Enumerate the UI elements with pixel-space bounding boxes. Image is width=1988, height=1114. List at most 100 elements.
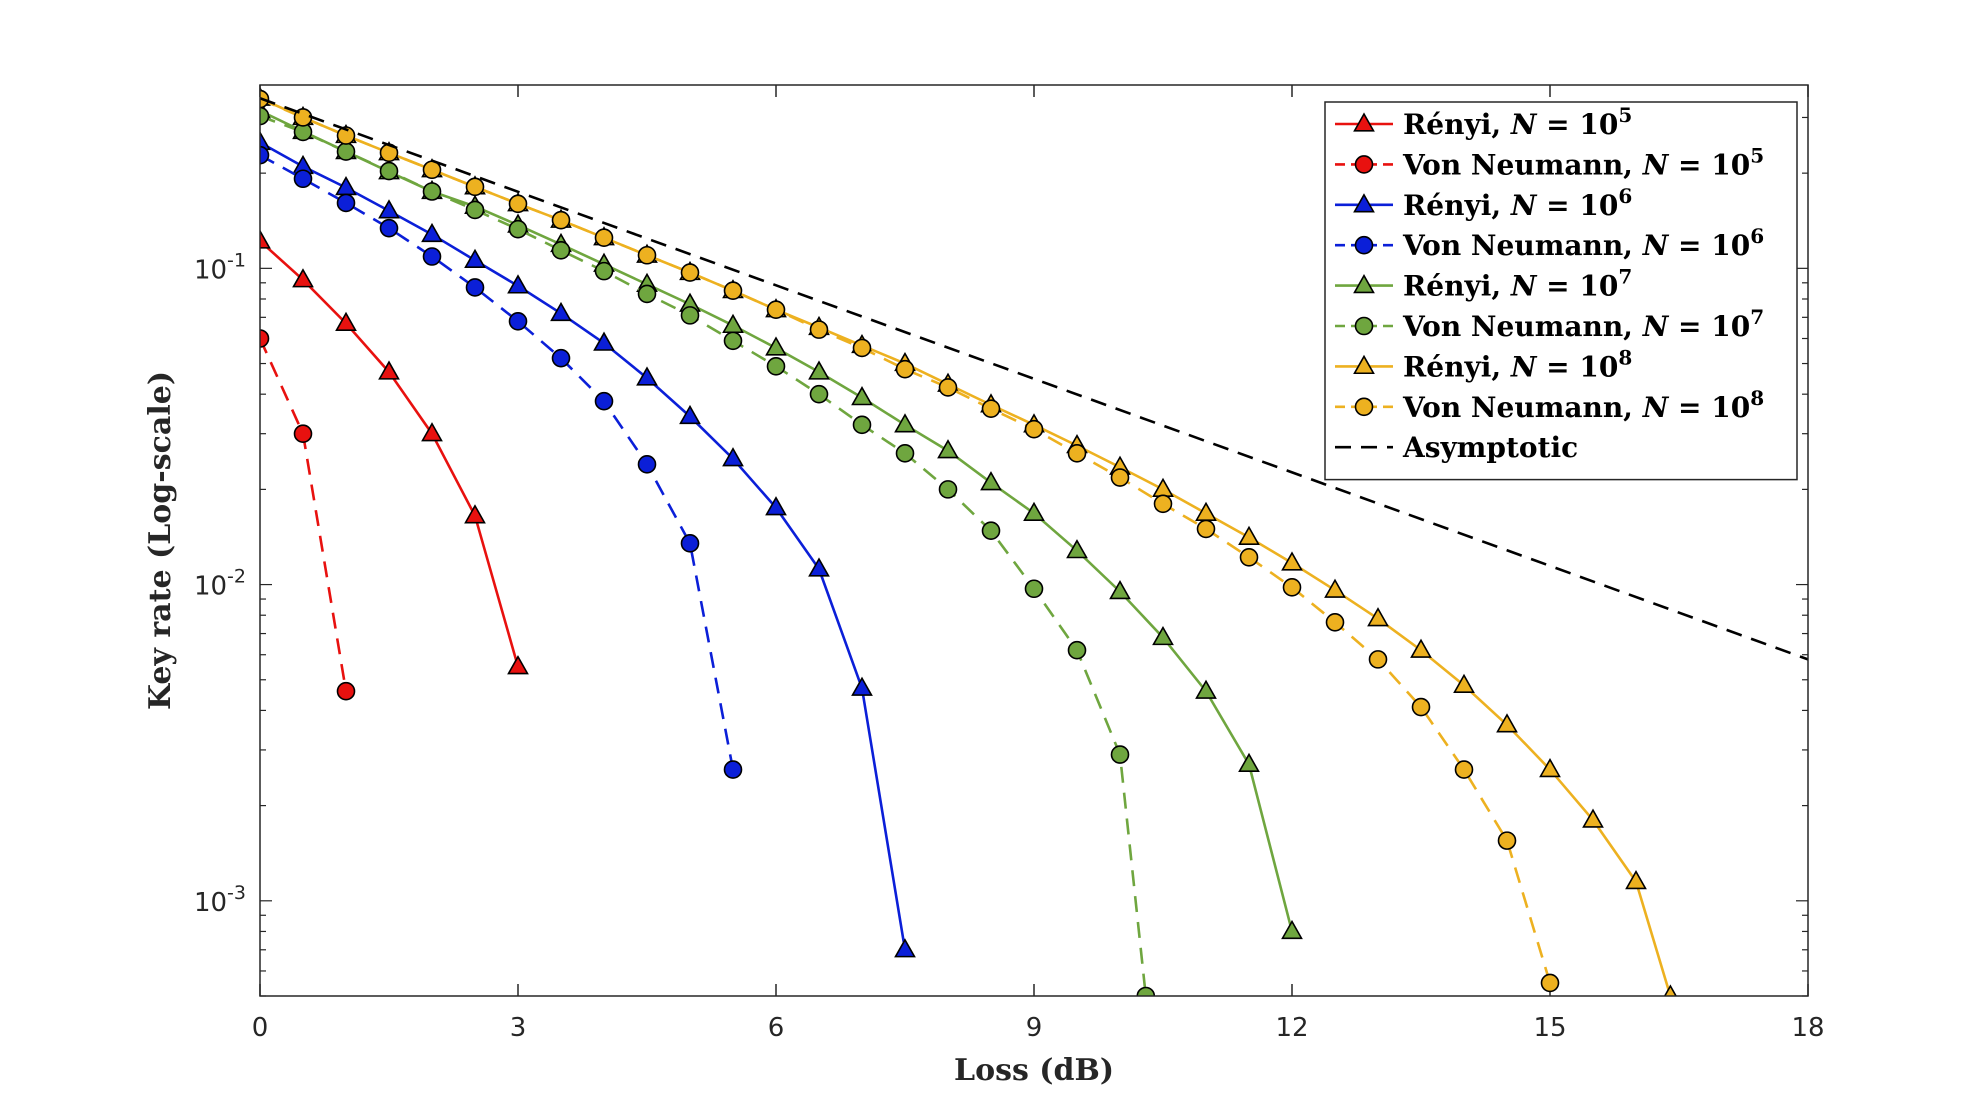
data-point xyxy=(1454,760,1474,779)
legend-item-8: Asymptotic xyxy=(1335,431,1578,464)
data-point xyxy=(1067,444,1087,463)
data-point xyxy=(852,415,872,435)
data-point xyxy=(551,241,571,260)
data-point xyxy=(981,399,1001,418)
legend-label: Rényi, N = 108 xyxy=(1403,345,1632,383)
data-point xyxy=(765,336,787,356)
legend-marker xyxy=(1354,316,1374,336)
plot-frame xyxy=(259,84,1809,997)
y-tick-label: 10-3 xyxy=(194,882,246,918)
data-point xyxy=(421,422,443,442)
legend-item-5: Von Neumann, N = 107 xyxy=(1335,305,1764,343)
data-point xyxy=(766,357,786,376)
data-point xyxy=(1410,638,1432,658)
data-point xyxy=(938,378,958,397)
data-point xyxy=(1282,578,1302,597)
data-point xyxy=(1109,580,1131,600)
data-point xyxy=(594,228,614,247)
data-point xyxy=(465,200,485,220)
data-point xyxy=(894,413,916,433)
legend-label: Asymptotic xyxy=(1402,431,1578,464)
data-point xyxy=(1110,745,1130,764)
data-point xyxy=(895,359,915,379)
data-point xyxy=(1281,551,1303,571)
legend-label: Rényi, N = 107 xyxy=(1403,265,1632,303)
data-point xyxy=(1066,539,1088,559)
data-point xyxy=(292,268,314,288)
data-point xyxy=(680,534,700,553)
data-point xyxy=(260,329,270,348)
data-point xyxy=(421,222,443,243)
legend-label: Von Neumann, N = 107 xyxy=(1402,305,1764,343)
data-point xyxy=(594,391,614,411)
data-point xyxy=(722,447,744,467)
legend-marker xyxy=(1354,397,1374,417)
data-point xyxy=(637,245,657,265)
data-point xyxy=(464,504,486,524)
data-point xyxy=(765,496,787,516)
data-point xyxy=(680,263,700,282)
legend-marker xyxy=(1353,193,1375,213)
data-point xyxy=(808,557,830,577)
data-point xyxy=(550,301,572,322)
data-point xyxy=(1238,525,1260,546)
legend-item-2: Rényi, N = 106 xyxy=(1335,184,1632,222)
data-point xyxy=(551,210,571,230)
data-point xyxy=(1540,973,1560,993)
axes-box xyxy=(259,84,1809,997)
data-point xyxy=(852,338,872,358)
data-point xyxy=(1453,673,1475,694)
x-tick-label: 0 xyxy=(252,1013,269,1043)
tick-labels: 0 3 6 9 12 15 18 10-1 10-2 10-3 xyxy=(194,249,1825,1043)
data-point xyxy=(422,182,442,201)
data-point xyxy=(1368,650,1388,669)
data-point xyxy=(1411,697,1431,717)
data-point xyxy=(551,348,571,368)
y-tick-label: 10-2 xyxy=(194,566,246,602)
data-point xyxy=(809,384,829,404)
data-point xyxy=(1110,468,1130,487)
data-point xyxy=(336,126,356,145)
legend-item-0: Rényi, N = 105 xyxy=(1335,103,1632,141)
series-1 xyxy=(260,329,356,701)
data-point xyxy=(938,480,958,499)
data-point xyxy=(981,521,1001,541)
data-point xyxy=(894,938,916,958)
series-line-2 xyxy=(260,141,907,951)
data-point xyxy=(1539,757,1561,778)
data-point xyxy=(379,161,399,181)
data-point xyxy=(1496,713,1518,733)
x-tick-label: 12 xyxy=(1275,1013,1308,1043)
legend-item-4: Rényi, N = 107 xyxy=(1335,265,1632,303)
data-point xyxy=(1024,419,1044,439)
data-point xyxy=(507,274,529,294)
y-axis-title: Key rate (Log-scale) xyxy=(143,371,178,710)
legend-item-6: Rényi, N = 108 xyxy=(1335,345,1632,383)
legend-item-7: Von Neumann, N = 108 xyxy=(1335,386,1764,424)
data-point xyxy=(508,194,528,214)
data-point xyxy=(1152,625,1174,646)
series-5 xyxy=(260,106,1156,996)
series-layer xyxy=(260,86,1808,996)
data-point xyxy=(260,106,270,126)
data-point xyxy=(465,177,485,197)
data-point xyxy=(378,199,400,219)
x-tick-label: 18 xyxy=(1791,1013,1824,1043)
data-point xyxy=(636,366,658,386)
data-point xyxy=(1196,519,1216,539)
data-point xyxy=(1325,612,1345,632)
legend-box xyxy=(1324,101,1798,481)
x-tick-label: 9 xyxy=(1026,1013,1043,1043)
data-point xyxy=(851,386,873,406)
data-point xyxy=(723,760,743,779)
data-point xyxy=(1663,984,1677,996)
data-point xyxy=(1238,752,1260,773)
data-point xyxy=(260,229,271,249)
series-8 xyxy=(260,97,1808,661)
data-point xyxy=(1136,986,1156,996)
data-point xyxy=(937,439,959,459)
series-line-8 xyxy=(260,97,1808,661)
legend-marker xyxy=(1353,273,1375,294)
data-point xyxy=(464,248,486,268)
